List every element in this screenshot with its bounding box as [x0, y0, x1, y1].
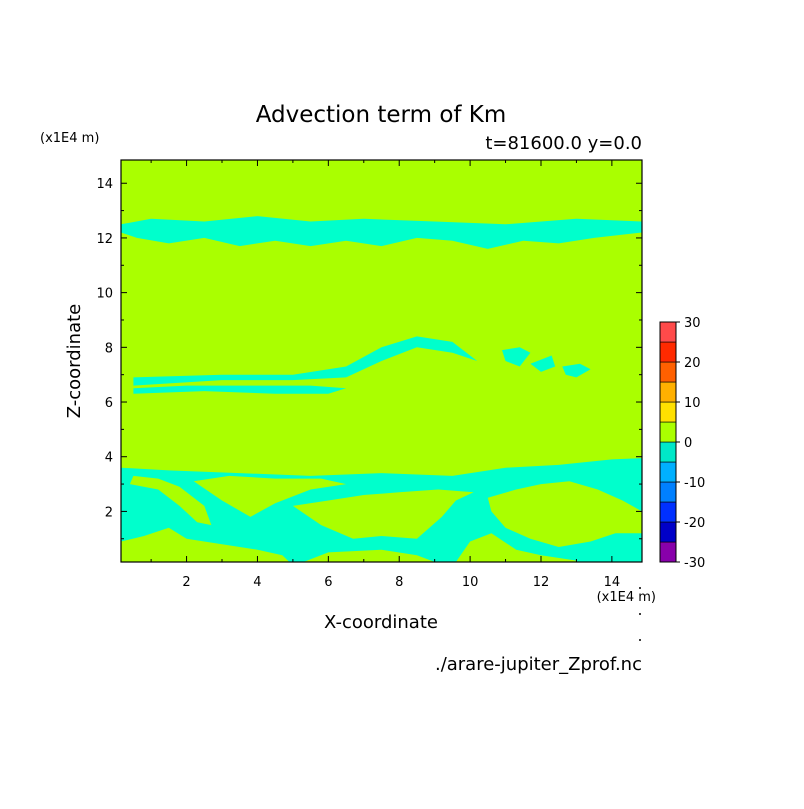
- positive-region: [129, 475, 212, 526]
- colorbar-label: 10: [684, 396, 701, 411]
- y-tick-label: 4: [105, 451, 113, 466]
- x-tick-label: 10: [462, 575, 479, 590]
- negative-region: [133, 336, 478, 386]
- positive-region: [193, 475, 347, 517]
- colorbar-swatch: [659, 501, 677, 523]
- marker-dot: [639, 639, 641, 641]
- x-tick-label: 2: [182, 575, 190, 590]
- chart-subtitle: t=81600.0 y=0.0: [485, 133, 642, 154]
- y-unit-label: (x1E4 m): [40, 131, 99, 146]
- x-tick-label: 12: [533, 575, 550, 590]
- y-tick-label: 6: [105, 396, 113, 411]
- colorbar-swatch: [659, 381, 677, 403]
- x-tick-label: 4: [253, 575, 261, 590]
- y-tick-label: 2: [105, 505, 113, 520]
- colorbar-label: -20: [684, 516, 705, 531]
- positive-region: [292, 489, 474, 539]
- y-tick-label: 8: [105, 341, 113, 356]
- plot-area: [121, 160, 642, 562]
- x-tick-label: 6: [324, 575, 332, 590]
- colorbar-swatch: [659, 461, 677, 483]
- chart-title: Advection term of Km: [256, 102, 507, 128]
- colorbar-swatch: [659, 481, 677, 503]
- colorbar-label: 0: [684, 436, 692, 451]
- marker-dots: [639, 587, 641, 641]
- plot-frame: [120, 159, 643, 563]
- colorbar-swatch: [659, 361, 677, 383]
- positive-holes: [121, 475, 642, 562]
- x-tick-label: 14: [604, 575, 621, 590]
- x-axis-ticks: 2 4 6 8 10 12 14: [150, 160, 621, 590]
- colorbar-swatch: [659, 341, 677, 363]
- positive-region: [121, 527, 290, 562]
- negative-region: [121, 216, 642, 249]
- source-filename: ./arare-jupiter_Zprof.nc: [435, 654, 642, 675]
- colorbar-swatch: [659, 521, 677, 543]
- colorbar: 30 20 10 0 -10 -20 -30: [659, 316, 705, 571]
- colorbar-label: -10: [684, 476, 705, 491]
- y-tick-label: 12: [96, 232, 113, 247]
- colorbar-swatch: [659, 321, 677, 343]
- y-tick-label: 14: [96, 177, 113, 192]
- positive-region: [455, 533, 577, 562]
- y-tick-label: 10: [96, 287, 113, 302]
- negative-region: [562, 363, 591, 378]
- x-unit-label: (x1E4 m): [597, 590, 656, 605]
- x-axis-label: X-coordinate: [324, 612, 438, 633]
- colorbar-swatch: [659, 441, 677, 463]
- negative-region: [133, 385, 347, 394]
- colorbar-swatch: [659, 401, 677, 423]
- negative-region: [530, 355, 556, 372]
- negative-region: [502, 347, 531, 367]
- x-tick-label: 8: [395, 575, 403, 590]
- colorbar-label: 30: [684, 316, 701, 331]
- y-axis-label: Z-coordinate: [64, 304, 85, 419]
- colorbar-label: -30: [684, 556, 705, 571]
- colorbar-label: 20: [684, 356, 701, 371]
- positive-region: [487, 481, 642, 547]
- marker-dot: [639, 613, 641, 615]
- colorbar-swatch: [659, 541, 677, 563]
- positive-region: [303, 549, 435, 562]
- y-axis-ticks: 2 4 6 8 10 12 14: [96, 177, 642, 540]
- marker-dot: [639, 587, 641, 589]
- colorbar-swatch: [659, 421, 677, 443]
